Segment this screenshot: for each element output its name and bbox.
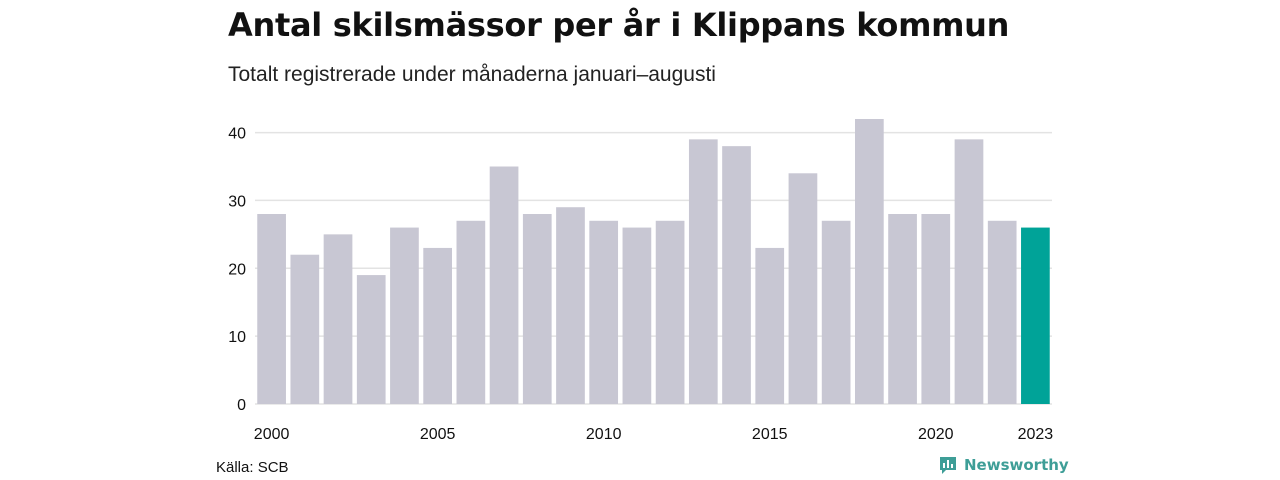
bar-2020 [921,214,951,404]
brand-name: Newsworthy [964,456,1069,474]
bar-2013 [688,139,718,404]
bar-2006 [456,220,486,404]
bar-2005 [423,247,452,404]
bar-2004 [390,227,419,404]
bar-2011 [622,227,652,404]
bar-2014 [722,146,751,404]
x-tick-label: 2005 [420,426,456,443]
bar-2003 [356,275,386,404]
bar-2022 [987,220,1017,404]
y-tick-label: 30 [228,193,246,210]
bar-2009 [556,207,585,404]
bar-2008 [522,214,552,404]
chart-subtitle: Totalt registrerade under månaderna janu… [228,63,716,86]
bar-2002 [323,234,353,404]
brand-logo: Newsworthy [938,455,1069,475]
bar-2017 [821,220,851,404]
bar-2016 [788,173,818,404]
source-note: Källa: SCB [216,459,289,476]
bar-2000 [257,214,286,404]
y-tick-label: 10 [228,329,246,346]
y-tick-label: 40 [228,126,246,143]
bar-2023 [1021,227,1050,404]
x-tick-label: 2000 [254,426,290,443]
x-tick-label: 2010 [586,426,622,443]
x-tick-label: 2020 [918,426,954,443]
bar-2007 [489,166,519,404]
x-axis-ticks: 2000 2005 2010 2015 2020 2023 [254,426,1053,443]
x-tick-label: 2015 [752,426,788,443]
bar-2010 [589,220,619,404]
bar-2019 [888,214,917,404]
newsworthy-logo-icon [940,457,956,474]
bar-2015 [755,247,785,404]
grid-lines [255,131,1052,405]
bar-2021 [954,139,984,404]
y-axis-ticks: 0 10 20 30 40 [228,126,246,414]
chart-title: Antal skilsmässor per år i Klippans komm… [228,6,1010,44]
y-tick-label: 20 [228,261,246,278]
bar-2012 [655,220,685,404]
y-tick-label: 0 [237,397,246,414]
bar-2018 [855,119,884,404]
bars [257,119,1050,404]
bar-2001 [290,254,320,404]
x-tick-label: 2023 [1018,426,1054,443]
